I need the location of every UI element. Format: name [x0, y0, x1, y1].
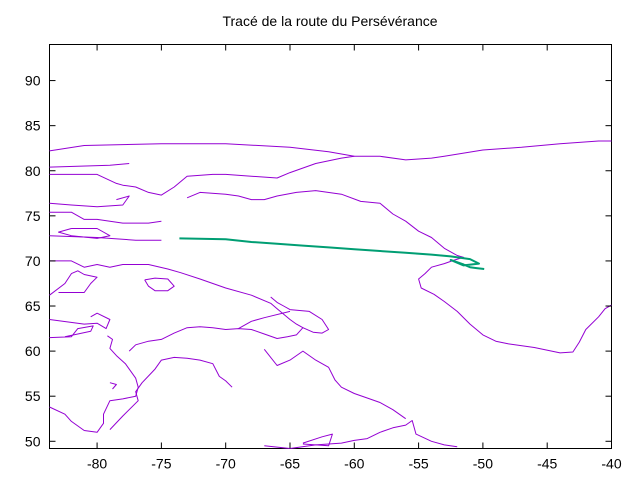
coastline-12 — [49, 312, 111, 330]
coastline-1 — [49, 163, 130, 168]
y-axis: 50 55 60 65 70 75 80 85 90 — [25, 73, 612, 449]
coastline-19 — [270, 296, 330, 334]
route-line-0 — [179, 237, 485, 270]
y-tick-label: 55 — [25, 388, 41, 404]
coastline-17 — [263, 348, 406, 420]
coastline-9 — [49, 270, 98, 296]
x-tick-label: -50 — [473, 456, 493, 472]
coastline-8 — [49, 260, 304, 352]
coastline-2 — [49, 155, 355, 196]
y-tick-label: 75 — [25, 208, 41, 224]
x-tick-label: -70 — [216, 456, 236, 472]
y-tick-label: 85 — [25, 118, 41, 134]
coastline-0 — [49, 140, 612, 161]
y-tick-label: 60 — [25, 343, 41, 359]
coastline-6 — [58, 228, 111, 239]
coastline-13 — [49, 335, 139, 433]
x-tick-label: -75 — [151, 456, 171, 472]
coastline-18 — [109, 356, 233, 430]
x-axis: -80 -75 -70 -65 -60 -55 -50 -45 -40 — [87, 44, 622, 472]
x-tick-label: -80 — [87, 456, 107, 472]
x-tick-label: -45 — [537, 456, 557, 472]
coastline-15 — [264, 420, 458, 449]
series-layer — [49, 140, 612, 449]
plot-frame — [49, 44, 612, 449]
coastline-10 — [144, 277, 175, 292]
coastline-7 — [49, 235, 162, 241]
coastline-5 — [186, 190, 612, 354]
coastline-4 — [49, 211, 162, 224]
coastline-14 — [109, 382, 117, 390]
y-tick-label: 65 — [25, 298, 41, 314]
coastline-11 — [49, 325, 94, 339]
y-tick-label: 80 — [25, 163, 41, 179]
coastline-3 — [49, 195, 130, 208]
y-tick-label: 70 — [25, 253, 41, 269]
x-tick-label: -65 — [280, 456, 300, 472]
x-tick-label: -40 — [601, 456, 621, 472]
chart-title: Tracé de la route du Persévérance — [222, 13, 437, 29]
x-tick-label: -60 — [344, 456, 364, 472]
coastline-16 — [302, 433, 333, 447]
y-tick-label: 90 — [25, 73, 41, 89]
y-tick-label: 50 — [25, 433, 41, 449]
x-tick-label: -55 — [408, 456, 428, 472]
coastline-20 — [238, 310, 291, 330]
